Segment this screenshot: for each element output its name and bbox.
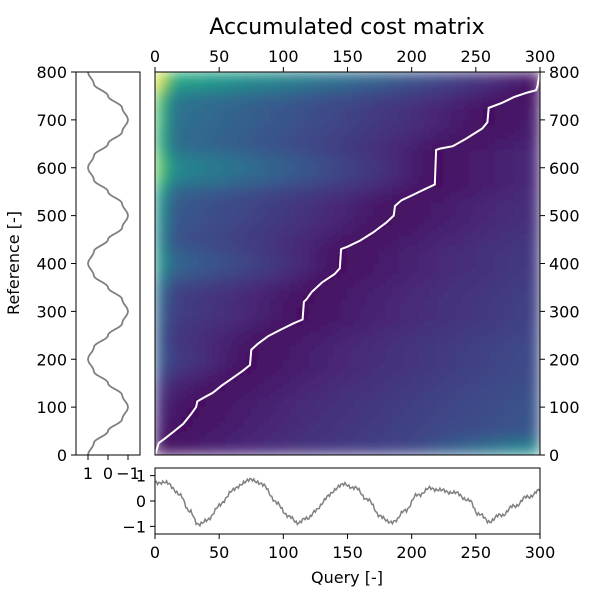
main-x-tick: 100 (268, 47, 299, 72)
query-y-tick: 1 (136, 467, 155, 486)
reference-x-axis: 1 0 −1 (83, 455, 140, 483)
main-y-tick-label: 400 (549, 255, 580, 274)
reference-y-tick-label: 200 (36, 350, 67, 369)
query-y-axis: 1 0 −1 (122, 467, 155, 536)
main-y-tick: 300 (540, 302, 580, 321)
query-x-tick-label: 200 (396, 543, 427, 562)
main-y-tick: 100 (540, 398, 580, 417)
reference-y-axis-label: Reference [-] (4, 211, 23, 315)
reference-y-tick-label: 800 (36, 63, 67, 82)
query-x-tick: 0 (150, 534, 160, 562)
query-x-tick-label: 300 (525, 543, 556, 562)
reference-y-tick: 100 (36, 398, 76, 417)
main-y-tick-label: 300 (549, 302, 580, 321)
query-x-tick-label: 50 (209, 543, 229, 562)
main-x-tick: 300 (525, 47, 556, 72)
main-y-tick: 600 (540, 159, 580, 178)
reference-y-tick: 800 (36, 63, 76, 82)
reference-y-tick: 400 (36, 255, 76, 274)
reference-y-tick-label: 100 (36, 398, 67, 417)
main-x-tick-label: 300 (525, 47, 556, 66)
reference-y-tick: 700 (36, 111, 76, 130)
reference-x-tick: 1 (83, 455, 93, 483)
query-x-tick: 100 (268, 534, 299, 562)
query-x-tick: 200 (396, 534, 427, 562)
reference-y-tick-label: 0 (57, 446, 67, 465)
reference-x-tick: 0 (103, 455, 113, 483)
query-x-tick: 150 (332, 534, 363, 562)
reference-y-tick-label: 600 (36, 159, 67, 178)
main-x-tick: 150 (332, 47, 363, 72)
reference-x-tick-label: 1 (83, 464, 93, 483)
query-x-tick-label: 100 (268, 543, 299, 562)
query-x-tick: 250 (461, 534, 492, 562)
main-x-tick-label: 150 (332, 47, 363, 66)
reference-y-axis: 0 100 200 300 400 500 600 700 800 (36, 63, 76, 465)
query-x-tick: 50 (209, 534, 229, 562)
main-y-tick-label: 800 (549, 63, 580, 82)
main-x-tick-label: 50 (209, 47, 229, 66)
query-x-axis: 0 50 100 150 200 250 300 (150, 534, 555, 562)
main-y-tick: 0 (540, 446, 559, 465)
query-y-tick: −1 (122, 517, 155, 536)
query-y-tick-label: −1 (122, 517, 146, 536)
reference-y-tick: 500 (36, 207, 76, 226)
query-x-tick: 300 (525, 534, 556, 562)
reference-plot-frame (75, 71, 141, 456)
reference-x-tick: −1 (116, 455, 140, 483)
main-y-tick-label: 200 (549, 350, 580, 369)
query-y-tick: 0 (136, 492, 155, 511)
reference-x-tick-label: −1 (116, 464, 140, 483)
main-y-axis-right: 0 100 200 300 400 500 600 700 800 (540, 63, 580, 465)
main-chart-title: Accumulated cost matrix (209, 15, 484, 40)
reference-y-tick: 0 (57, 446, 76, 465)
reference-y-tick-label: 500 (36, 207, 67, 226)
main-y-tick: 400 (540, 255, 580, 274)
heatmap (155, 72, 540, 455)
main-y-tick-label: 700 (549, 111, 580, 130)
main-y-tick: 700 (540, 111, 580, 130)
cost-matrix-panel: 0 50 100 150 200 250 300 0 100 200 300 400 500 600 70… (150, 47, 580, 465)
main-x-tick: 250 (461, 47, 492, 72)
query-x-tick-label: 250 (461, 543, 492, 562)
main-y-tick: 800 (540, 63, 580, 82)
reference-y-tick: 600 (36, 159, 76, 178)
main-x-tick-label: 100 (268, 47, 299, 66)
main-x-tick: 0 (150, 47, 160, 72)
query-signal-panel: 10−1 0 50 100 150 200 250 300 Query [-] (122, 467, 555, 587)
query-signal-line (154, 477, 541, 528)
reference-y-tick-label: 300 (36, 302, 67, 321)
reference-signal-line (87, 71, 129, 456)
main-x-tick-label: 250 (461, 47, 492, 66)
main-y-tick-label: 500 (549, 207, 580, 226)
query-y-tick-label: 1 (136, 467, 146, 486)
reference-y-tick: 300 (36, 302, 76, 321)
query-x-tick-label: 150 (332, 543, 363, 562)
main-x-tick: 200 (396, 47, 427, 72)
query-x-axis-label: Query [-] (311, 568, 383, 587)
query-plot-frame (154, 467, 541, 535)
reference-y-tick-label: 700 (36, 111, 67, 130)
main-y-tick-label: 600 (549, 159, 580, 178)
main-x-tick-label: 200 (396, 47, 427, 66)
main-y-tick: 500 (540, 207, 580, 226)
query-y-tick-label: 0 (136, 492, 146, 511)
main-x-tick-label: 0 (150, 47, 160, 66)
main-x-axis-top: 0 50 100 150 200 250 300 (150, 47, 555, 72)
main-y-tick-label: 100 (549, 398, 580, 417)
reference-x-tick-label: 0 (103, 464, 113, 483)
warping-path (155, 72, 540, 455)
reference-y-tick: 200 (36, 350, 76, 369)
main-y-tick: 200 (540, 350, 580, 369)
query-x-tick-label: 0 (150, 543, 160, 562)
main-y-tick-label: 0 (549, 446, 559, 465)
main-x-tick: 50 (209, 47, 229, 72)
reference-y-tick-label: 400 (36, 255, 67, 274)
